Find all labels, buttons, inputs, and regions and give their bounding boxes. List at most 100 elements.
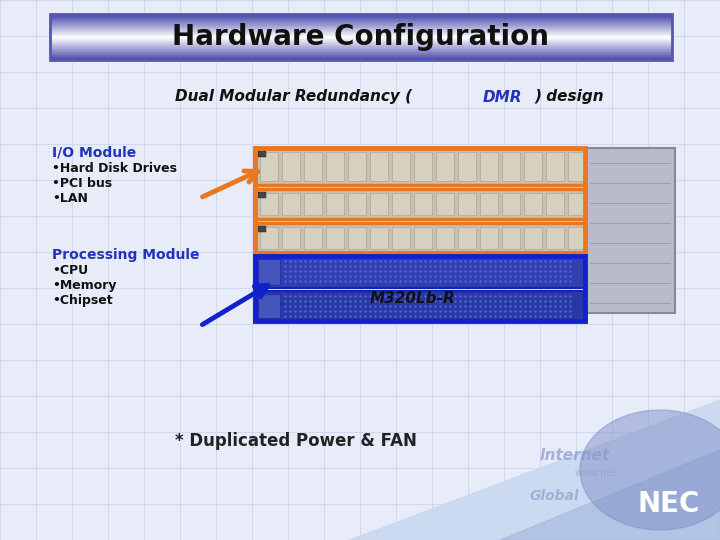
- Bar: [258, 294, 280, 318]
- Bar: [304, 193, 322, 215]
- Bar: [392, 193, 410, 215]
- Bar: [304, 227, 322, 249]
- Bar: [50, 28, 672, 29]
- Bar: [50, 21, 672, 22]
- Bar: [326, 152, 344, 181]
- Bar: [502, 227, 520, 249]
- Bar: [370, 152, 388, 181]
- Bar: [50, 43, 672, 44]
- Bar: [568, 193, 586, 215]
- Bar: [414, 227, 432, 249]
- Polygon shape: [580, 410, 720, 530]
- Bar: [326, 227, 344, 249]
- Bar: [50, 57, 672, 58]
- Text: •LAN: •LAN: [52, 192, 88, 205]
- Bar: [255, 148, 585, 185]
- Bar: [436, 227, 454, 249]
- Bar: [524, 152, 542, 181]
- Bar: [370, 193, 388, 215]
- Bar: [546, 152, 564, 181]
- Bar: [50, 20, 672, 21]
- Bar: [50, 23, 672, 24]
- Text: www.nec.: www.nec.: [575, 468, 622, 478]
- Bar: [50, 37, 672, 38]
- Bar: [50, 41, 672, 42]
- Bar: [50, 18, 672, 19]
- Bar: [50, 22, 672, 23]
- Text: ) design: ) design: [534, 90, 604, 105]
- Bar: [255, 256, 585, 321]
- Bar: [50, 17, 672, 18]
- Bar: [50, 15, 672, 16]
- Bar: [258, 192, 266, 198]
- Bar: [260, 193, 278, 215]
- Bar: [50, 47, 672, 48]
- Bar: [348, 152, 366, 181]
- Bar: [50, 56, 672, 57]
- Text: •CPU: •CPU: [52, 264, 88, 277]
- Bar: [50, 31, 672, 32]
- Bar: [50, 26, 672, 27]
- Bar: [480, 193, 498, 215]
- Bar: [304, 152, 322, 181]
- Bar: [282, 152, 300, 181]
- Bar: [282, 227, 300, 249]
- Text: * Duplicated Power & FAN: * Duplicated Power & FAN: [175, 432, 417, 450]
- Bar: [282, 193, 300, 215]
- Bar: [255, 189, 585, 219]
- Bar: [568, 227, 586, 249]
- Bar: [524, 227, 542, 249]
- Text: Processing Module: Processing Module: [52, 248, 199, 262]
- Bar: [568, 152, 586, 181]
- Bar: [348, 227, 366, 249]
- Bar: [50, 36, 672, 37]
- Bar: [50, 42, 672, 43]
- Text: DMR: DMR: [483, 90, 523, 105]
- Text: Hardware Configuration: Hardware Configuration: [173, 23, 549, 51]
- Bar: [50, 52, 672, 53]
- Bar: [50, 14, 672, 60]
- Bar: [50, 33, 672, 34]
- Bar: [50, 16, 672, 17]
- Bar: [50, 44, 672, 45]
- Bar: [260, 152, 278, 181]
- Bar: [392, 152, 410, 181]
- Bar: [260, 227, 278, 249]
- Text: •Hard Disk Drives: •Hard Disk Drives: [52, 162, 177, 175]
- Bar: [258, 226, 266, 232]
- Bar: [50, 19, 672, 20]
- Bar: [255, 256, 585, 288]
- Bar: [50, 34, 672, 35]
- Bar: [458, 152, 476, 181]
- Text: M320Lb-R: M320Lb-R: [370, 291, 456, 306]
- Bar: [326, 193, 344, 215]
- Bar: [50, 38, 672, 39]
- Bar: [258, 151, 266, 157]
- Bar: [480, 152, 498, 181]
- Bar: [458, 227, 476, 249]
- Bar: [414, 193, 432, 215]
- Bar: [50, 45, 672, 46]
- Bar: [50, 46, 672, 47]
- Bar: [50, 29, 672, 30]
- Bar: [348, 193, 366, 215]
- Bar: [546, 227, 564, 249]
- Bar: [255, 148, 585, 253]
- Bar: [50, 50, 672, 51]
- Bar: [585, 148, 675, 313]
- Bar: [50, 35, 672, 36]
- Text: I/O Module: I/O Module: [52, 146, 136, 160]
- Bar: [392, 227, 410, 249]
- Text: Internet: Internet: [540, 448, 610, 463]
- Bar: [50, 27, 672, 28]
- Bar: [50, 24, 672, 25]
- Bar: [502, 152, 520, 181]
- Bar: [436, 152, 454, 181]
- Text: Global: Global: [530, 489, 580, 503]
- Text: •Chipset: •Chipset: [52, 294, 112, 307]
- Bar: [50, 53, 672, 54]
- Bar: [50, 54, 672, 55]
- Bar: [50, 39, 672, 40]
- Polygon shape: [350, 400, 720, 540]
- Text: Dual Modular Redundancy (: Dual Modular Redundancy (: [175, 90, 412, 105]
